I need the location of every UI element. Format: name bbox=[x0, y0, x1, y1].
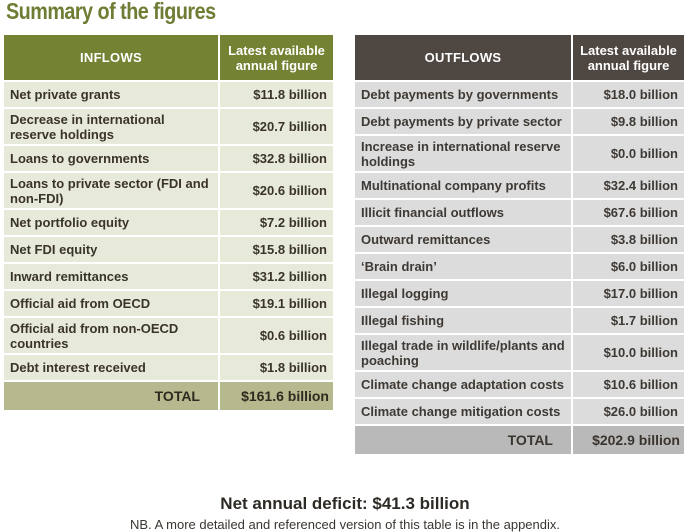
row-value: $31.2 billion bbox=[220, 264, 333, 291]
row-label: Outward remittances bbox=[355, 227, 573, 254]
row-label: Debt payments by governments bbox=[355, 82, 573, 109]
row-label: Climate change adaptation costs bbox=[355, 372, 573, 399]
inflows-header: INFLOWS bbox=[4, 35, 220, 82]
footnote: NB. A more detailed and referenced versi… bbox=[130, 517, 560, 532]
row-label: Net private grants bbox=[4, 82, 220, 109]
row-value: $20.6 billion bbox=[220, 173, 333, 210]
page-title: Summary of the figures bbox=[6, 0, 216, 24]
row-value: $17.0 billion bbox=[573, 281, 684, 308]
row-label: ‘Brain drain’ bbox=[355, 254, 573, 281]
inflows-header-row: INFLOWS Latest available annual figure bbox=[4, 35, 333, 82]
row-value: $32.4 billion bbox=[573, 173, 684, 200]
table-row: Loans to governments $32.8 billion bbox=[4, 146, 333, 173]
outflows-header: OUTFLOWS bbox=[355, 35, 573, 82]
outflows-header-row: OUTFLOWS Latest available annual figure bbox=[355, 35, 684, 82]
table-row: Net portfolio equity $7.2 billion bbox=[4, 210, 333, 237]
row-label: Net FDI equity bbox=[4, 237, 220, 264]
row-label: Climate change mitigation costs bbox=[355, 399, 573, 426]
row-label: Official aid from non-OECD countries bbox=[4, 318, 220, 355]
row-value: $6.0 billion bbox=[573, 254, 684, 281]
table-row: Illegal fishing $1.7 billion bbox=[355, 308, 684, 335]
row-value: $0.0 billion bbox=[573, 136, 684, 173]
table-row: Multinational company profits $32.4 billi… bbox=[355, 173, 684, 200]
inflows-table: INFLOWS Latest available annual figure N… bbox=[4, 35, 333, 412]
inflows-total-value: $161.6 billion bbox=[220, 382, 333, 412]
table-row: Inward remittances $31.2 billion bbox=[4, 264, 333, 291]
row-value: $9.8 billion bbox=[573, 109, 684, 136]
inflows-figure-header: Latest available annual figure bbox=[220, 35, 333, 82]
table-row: Debt interest received $1.8 billion bbox=[4, 355, 333, 382]
inflows-total-label: TOTAL bbox=[4, 382, 220, 412]
row-value: $10.6 billion bbox=[573, 372, 684, 399]
table-row: Decrease in international reserve holdin… bbox=[4, 109, 333, 146]
net-deficit: Net annual deficit: $41.3 billion bbox=[220, 494, 470, 513]
inflows-total-row: TOTAL $161.6 billion bbox=[4, 382, 333, 412]
table-row: Debt payments by governments $18.0 billio… bbox=[355, 82, 684, 109]
table-row: Climate change mitigation costs $26.0 bil… bbox=[355, 399, 684, 426]
table-row: Outward remittances $3.8 billion bbox=[355, 227, 684, 254]
table-row: Increase in international reserve holdin… bbox=[355, 136, 684, 173]
outflows-total-value: $202.9 billion bbox=[573, 426, 684, 456]
outflows-total-row: TOTAL $202.9 billion bbox=[355, 426, 684, 456]
row-value: $18.0 billion bbox=[573, 82, 684, 109]
row-value: $1.8 billion bbox=[220, 355, 333, 382]
table-row: Net FDI equity $15.8 billion bbox=[4, 237, 333, 264]
row-label: Multinational company profits bbox=[355, 173, 573, 200]
outflows-figure-header: Latest available annual figure bbox=[573, 35, 684, 82]
table-row: Climate change adaptation costs $10.6 bil… bbox=[355, 372, 684, 399]
table-row: ‘Brain drain’ $6.0 billion bbox=[355, 254, 684, 281]
row-label: Illicit financial outflows bbox=[355, 200, 573, 227]
row-label: Loans to private sector (FDI and non-FDI… bbox=[4, 173, 220, 210]
row-label: Debt payments by private sector bbox=[355, 109, 573, 136]
table-row: Illegal logging $17.0 billion bbox=[355, 281, 684, 308]
row-label: Net portfolio equity bbox=[4, 210, 220, 237]
row-value: $20.7 billion bbox=[220, 109, 333, 146]
row-value: $3.8 billion bbox=[573, 227, 684, 254]
table-row: Illegal trade in wildlife/plants and poa… bbox=[355, 335, 684, 372]
row-label: Illegal fishing bbox=[355, 308, 573, 335]
outflows-table: OUTFLOWS Latest available annual figure … bbox=[355, 35, 684, 456]
row-value: $7.2 billion bbox=[220, 210, 333, 237]
table-row: Illicit financial outflows $67.6 billion bbox=[355, 200, 684, 227]
outflows-total-label: TOTAL bbox=[355, 426, 573, 456]
row-value: $32.8 billion bbox=[220, 146, 333, 173]
table-row: Debt payments by private sector $9.8 bill… bbox=[355, 109, 684, 136]
row-label: Decrease in international reserve holdin… bbox=[4, 109, 220, 146]
row-label: Illegal logging bbox=[355, 281, 573, 308]
row-value: $10.0 billion bbox=[573, 335, 684, 372]
row-label: Debt interest received bbox=[4, 355, 220, 382]
table-row: Loans to private sector (FDI and non-FDI… bbox=[4, 173, 333, 210]
row-label: Increase in international reserve holdin… bbox=[355, 136, 573, 173]
row-label: Official aid from OECD bbox=[4, 291, 220, 318]
row-value: $19.1 billion bbox=[220, 291, 333, 318]
row-value: $11.8 billion bbox=[220, 82, 333, 109]
row-label: Loans to governments bbox=[4, 146, 220, 173]
table-row: Official aid from non-OECD countries $0.6… bbox=[4, 318, 333, 355]
row-value: $26.0 billion bbox=[573, 399, 684, 426]
row-value: $1.7 billion bbox=[573, 308, 684, 335]
table-row: Official aid from OECD $19.1 billion bbox=[4, 291, 333, 318]
row-label: Illegal trade in wildlife/plants and poa… bbox=[355, 335, 573, 372]
row-value: $67.6 billion bbox=[573, 200, 684, 227]
row-label: Inward remittances bbox=[4, 264, 220, 291]
row-value: $0.6 billion bbox=[220, 318, 333, 355]
row-value: $15.8 billion bbox=[220, 237, 333, 264]
table-row: Net private grants $11.8 billion bbox=[4, 82, 333, 109]
